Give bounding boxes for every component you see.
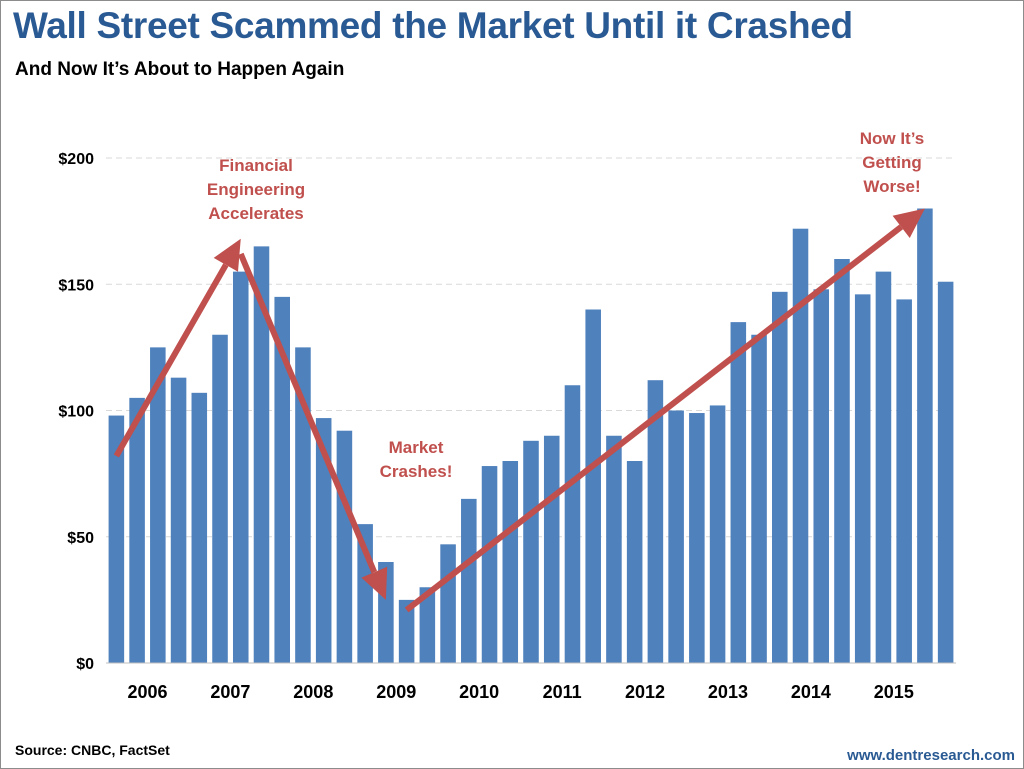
- annotation-label: Market Crashes!: [380, 438, 453, 481]
- bar: [937, 281, 954, 663]
- bar: [730, 322, 747, 663]
- bar: [461, 498, 477, 663]
- x-tick-label: 2014: [791, 682, 831, 702]
- website-url: www.dentresearch.com: [847, 747, 1015, 764]
- bar: [647, 380, 664, 663]
- x-tick-label: 2008: [293, 682, 333, 702]
- bar: [543, 435, 560, 663]
- bar: [606, 435, 622, 663]
- arrow-head: [213, 238, 241, 272]
- bar: [502, 461, 519, 663]
- bar: [813, 289, 830, 663]
- bar: [668, 410, 684, 663]
- bar: [689, 413, 705, 663]
- bar: [170, 377, 187, 663]
- bar: [751, 334, 767, 663]
- bar: [419, 587, 436, 663]
- bar: [792, 228, 809, 663]
- y-tick-label: $50: [67, 530, 94, 547]
- bars: [108, 208, 954, 663]
- bar: [274, 296, 290, 663]
- arrow-shaft: [404, 224, 904, 613]
- bar: [854, 294, 871, 663]
- arrow-shaft: [237, 252, 378, 574]
- bar: [440, 544, 456, 663]
- bar: [295, 347, 311, 663]
- chart-title: Wall Street Scammed the Market Until it …: [13, 5, 853, 46]
- bar: [108, 415, 125, 663]
- bar: [336, 430, 353, 663]
- source-note: Source: CNBC, FactSet: [15, 742, 170, 758]
- bar: [626, 461, 643, 663]
- x-tick-label: 2012: [625, 682, 665, 702]
- bar: [232, 271, 249, 663]
- chart-subtitle: And Now It’s About to Happen Again: [15, 59, 345, 80]
- bar: [917, 208, 933, 663]
- x-tick-label: 2010: [459, 682, 499, 702]
- y-tick-label: $0: [76, 656, 94, 673]
- bar: [896, 299, 912, 663]
- bar: [709, 405, 726, 663]
- y-tick-label: $150: [58, 277, 94, 294]
- x-tick-label: 2006: [127, 682, 167, 702]
- x-tick-label: 2011: [543, 682, 582, 702]
- annotations: Financial Engineering Accelerates Market Cra…: [207, 129, 924, 481]
- trend-arrow: [237, 252, 388, 600]
- arrow-head: [892, 208, 925, 238]
- bar: [772, 291, 788, 663]
- bar: [129, 397, 145, 663]
- x-tick-label: 2013: [708, 682, 748, 702]
- arrow-head: [361, 566, 388, 600]
- annotation-label: Now It’s Getting Worse!: [860, 129, 925, 196]
- annotation-label: Financial Engineering Accelerates: [207, 156, 305, 223]
- trend-arrow: [404, 208, 925, 613]
- bar: [875, 271, 892, 663]
- bar: [398, 599, 415, 663]
- x-tick-label: 2009: [376, 682, 416, 702]
- axes: $0 $50 $100 $150 $200 2006 2007 2008 2009 2010 201…: [58, 151, 956, 702]
- y-tick-label: $100: [58, 404, 94, 421]
- bar: [253, 246, 270, 663]
- bar: [315, 418, 332, 663]
- bar: [564, 385, 581, 663]
- x-tick-label: 2015: [874, 682, 914, 702]
- arrow-shaft: [113, 263, 229, 458]
- trend-arrows: [113, 208, 925, 613]
- bar: [481, 466, 498, 663]
- bar: [212, 334, 228, 663]
- bar: [834, 259, 850, 663]
- bar: [150, 347, 166, 663]
- bar: [585, 309, 601, 663]
- bar: [523, 440, 539, 663]
- y-tick-label: $200: [58, 151, 94, 168]
- x-tick-label: 2007: [210, 682, 250, 702]
- trend-arrow: [113, 238, 241, 458]
- bar: [191, 392, 208, 663]
